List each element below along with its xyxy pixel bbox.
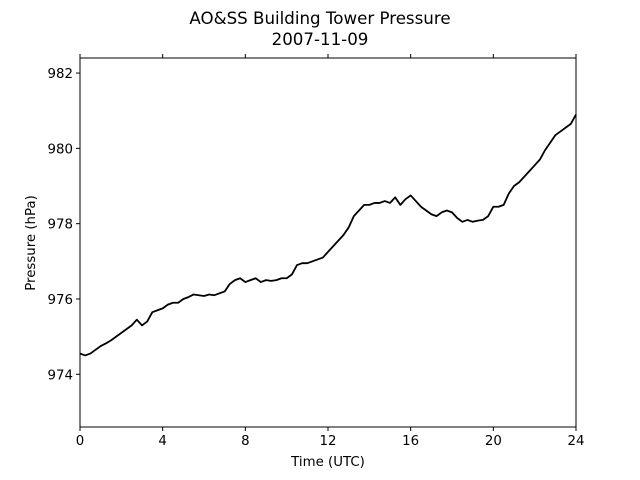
x-tick-label: 8 (241, 434, 249, 449)
chart-subtitle: 2007-11-09 (272, 30, 369, 49)
y-tick-label: 982 (48, 67, 73, 82)
x-tick-label: 24 (568, 434, 585, 449)
x-tick-label: 16 (402, 434, 419, 449)
axis-ticks: 0 4 8 12 16 20 24 974 976 978 980 982 (48, 54, 585, 449)
y-tick-label: 978 (48, 218, 73, 233)
pressure-series-line (79, 114, 577, 357)
x-tick-label: 4 (158, 434, 166, 449)
x-axis-label: Time (UTC) (290, 455, 365, 470)
chart-title: AO&SS Building Tower Pressure (189, 9, 450, 28)
x-tick-label: 12 (320, 434, 337, 449)
x-tick-label: 20 (485, 434, 502, 449)
plot-frame (79, 57, 577, 428)
y-tick-label: 976 (48, 293, 73, 308)
y-axis-label: Pressure (hPa) (24, 195, 39, 291)
y-tick-label: 974 (48, 368, 73, 383)
x-tick-label: 0 (76, 434, 84, 449)
y-tick-label: 980 (48, 142, 73, 157)
plot-line-group (79, 114, 577, 357)
